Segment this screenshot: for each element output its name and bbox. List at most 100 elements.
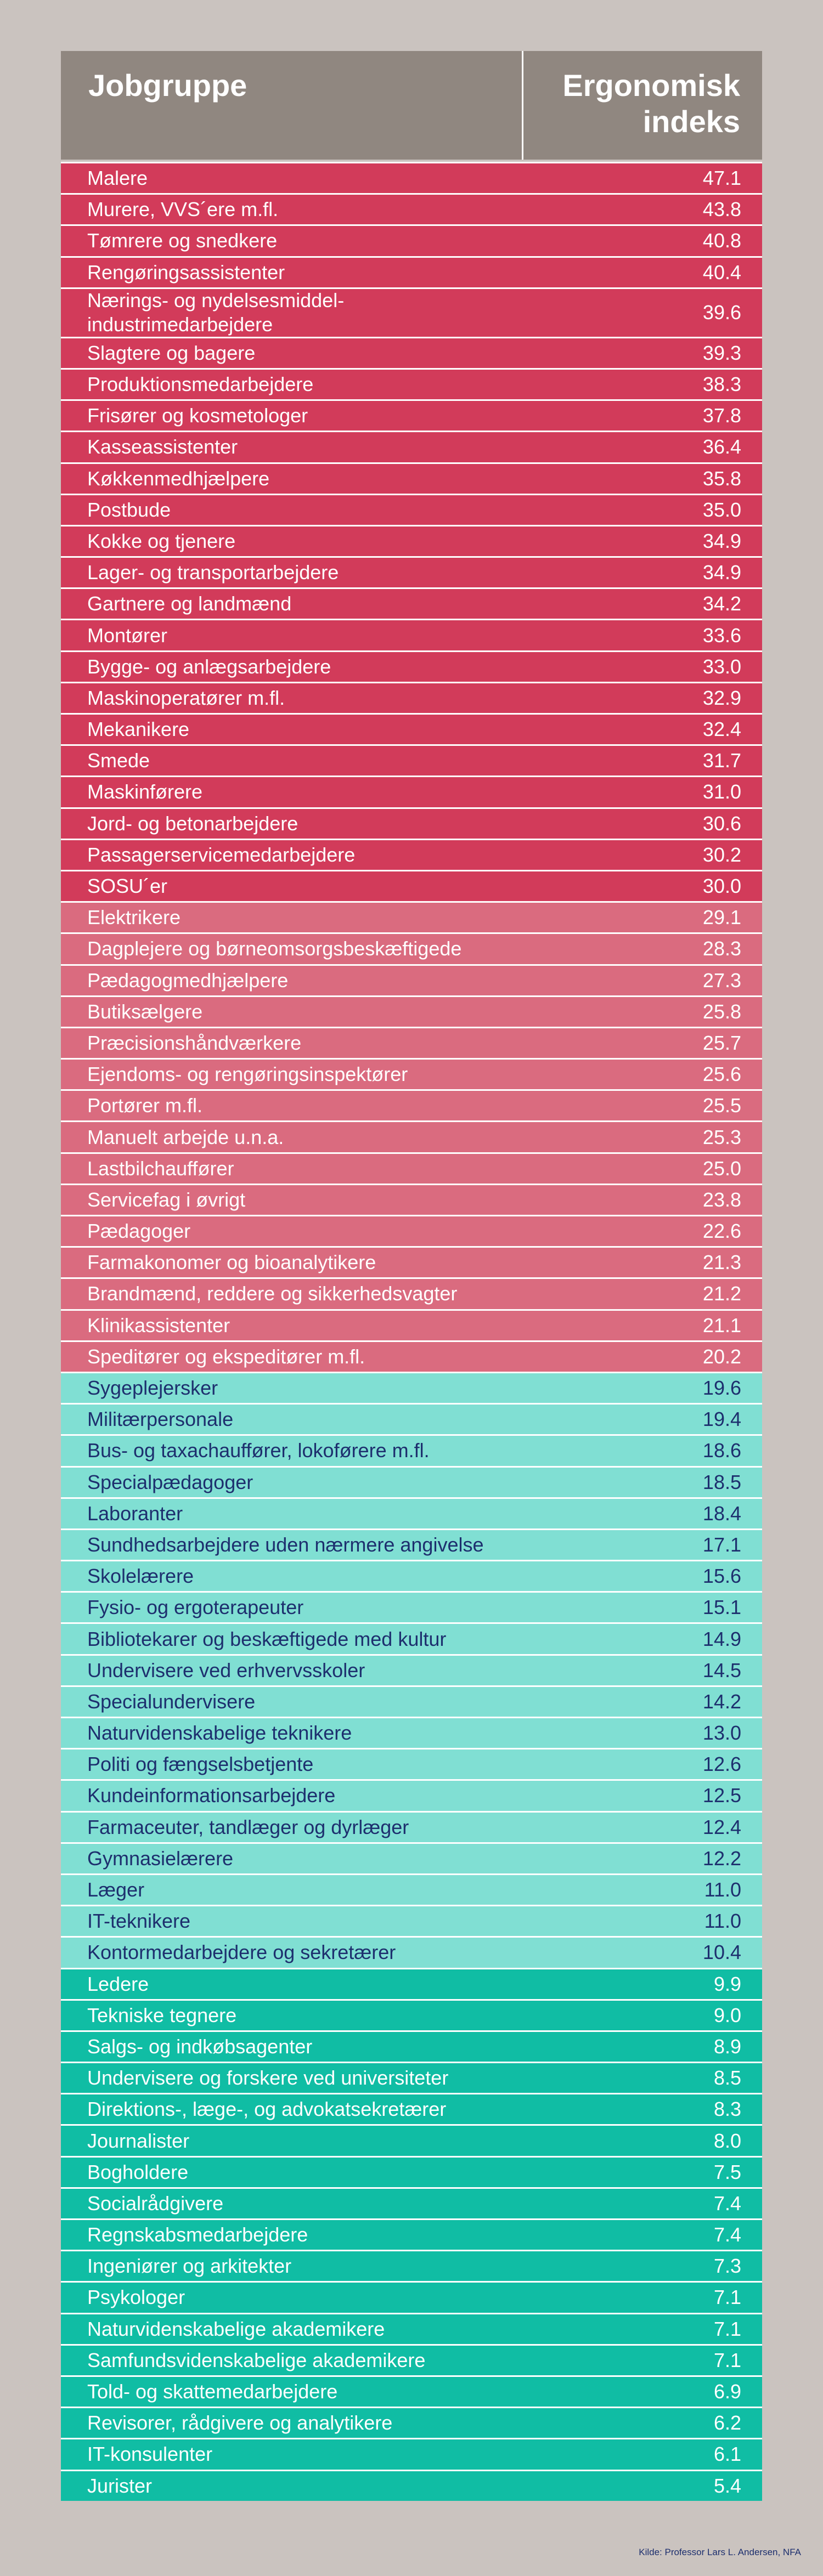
job-group-label: Speditører og ekspeditører m.fl. <box>87 1345 365 1368</box>
table-row: Lager- og transportarbejdere 34.9 <box>61 556 762 588</box>
table-row: Socialrådgivere 7.4 <box>61 2187 762 2218</box>
ergonomic-index-value: 31.7 <box>702 749 741 772</box>
job-group-label: Regnskabsmedarbejdere <box>87 2223 308 2246</box>
table-row: Laboranter 18.4 <box>61 1497 762 1528</box>
job-group-label: Bus- og taxachauffører, lokoførere m.fl. <box>87 1439 430 1462</box>
table-body: Malere 47.1 Murere, VVS´ere m.fl. 43.8 Tømre… <box>61 162 762 2501</box>
table-row: Militærpersonale 19.4 <box>61 1403 762 1435</box>
job-group-label: Manuelt arbejde u.n.a. <box>87 1125 284 1148</box>
table-row: Smede 31.7 <box>61 744 762 776</box>
table-row: Maskinførere 31.0 <box>61 775 762 807</box>
ergonomic-index-value: 21.1 <box>702 1314 741 1337</box>
table-row: Pædagoger 22.6 <box>61 1215 762 1247</box>
ergonomic-index-value: 18.6 <box>702 1439 741 1462</box>
table-row: Elektrikere 29.1 <box>61 901 762 933</box>
table-row: Portører m.fl. 25.5 <box>61 1089 762 1121</box>
ergonomic-index-value: 14.9 <box>702 1627 741 1650</box>
job-group-label: Maskinførere <box>87 780 203 803</box>
job-group-label: Sundhedsarbejdere uden nærmere angivelse <box>87 1533 484 1556</box>
table-row: Produktionsmedarbejdere 38.3 <box>61 367 762 400</box>
job-group-label: Journalister <box>87 2129 190 2152</box>
job-group-label: Lager- og transportarbejdere <box>87 561 339 584</box>
ergonomic-index-value: 25.5 <box>702 1094 741 1117</box>
job-group-label: Rengøringsassistenter <box>87 261 285 284</box>
ergonomic-index-value: 18.5 <box>702 1470 741 1493</box>
table-row: Manuelt arbejde u.n.a. 25.3 <box>61 1120 762 1152</box>
table-row: Bygge- og anlægsarbejdere 33.0 <box>61 650 762 682</box>
table-row: Farmakonomer og bioanalytikere 21.3 <box>61 1246 762 1278</box>
table-row: Malere 47.1 <box>61 162 762 194</box>
ergonomic-index-value: 21.2 <box>702 1282 741 1305</box>
job-group-label: Specialundervisere <box>87 1690 256 1713</box>
ergonomic-index-value: 28.3 <box>702 937 741 960</box>
job-group-label: Passagerservicemedarbejdere <box>87 843 356 866</box>
job-group-label: Sygeplejersker <box>87 1377 218 1400</box>
table-row: Kontormedarbejdere og sekretærer 10.4 <box>61 1936 762 1968</box>
table-row: Specialpædagoger 18.5 <box>61 1465 762 1497</box>
ergonomic-index-value: 31.0 <box>702 780 741 803</box>
job-group-label: Undervisere ved erhvervsskoler <box>87 1658 365 1682</box>
table-row: Samfundsvidenskabelige akademikere 7.1 <box>61 2343 762 2375</box>
table-row: Jurister 5.4 <box>61 2469 762 2501</box>
table-row: Kasseassistenter 36.4 <box>61 431 762 462</box>
table-row: Tømrere og snedkere 40.8 <box>61 224 762 256</box>
job-group-label: Salgs- og indkøbsagenter <box>87 2035 313 2058</box>
ergonomic-index-value: 7.4 <box>713 2192 741 2215</box>
ergonomic-index-value: 14.2 <box>702 1690 741 1713</box>
job-group-label: Montører <box>87 624 168 647</box>
job-group-label: Gymnasielærere <box>87 1847 234 1870</box>
table-row: Lastbilchauffører 25.0 <box>61 1152 762 1184</box>
job-group-label: Servicefag i øvrigt <box>87 1188 246 1211</box>
table-row: Køkkenmedhjælpere 35.8 <box>61 462 762 494</box>
job-group-label: Produktionsmedarbejdere <box>87 373 314 396</box>
ergonomic-index-value: 10.4 <box>702 1941 741 1964</box>
table-header: Jobgruppe Ergonomisk indeks <box>61 51 762 160</box>
job-group-label: Portører m.fl. <box>87 1094 203 1117</box>
ergonomic-index-value: 33.6 <box>702 624 741 647</box>
ergonomic-index-value: 11.0 <box>704 1878 741 1901</box>
ergonomic-index-value: 32.9 <box>702 686 741 709</box>
table-row: Sygeplejersker 19.6 <box>61 1371 762 1403</box>
ergonomic-index-table: Jobgruppe Ergonomisk indeks Malere 47.1 Mu… <box>61 51 762 2501</box>
job-group-label: Naturvidenskabelige akademikere <box>87 2317 385 2340</box>
job-group-label: Nærings- og nydelsesmiddel- industrimeda… <box>87 289 345 336</box>
table-row: Jord- og betonarbejdere 30.6 <box>61 807 762 839</box>
job-group-label: Lastbilchauffører <box>87 1157 234 1180</box>
ergonomic-index-value: 40.8 <box>702 229 741 252</box>
ergonomic-index-value: 19.4 <box>702 1408 741 1431</box>
ergonomic-index-value: 37.8 <box>702 404 741 427</box>
table-row: Specialundervisere 14.2 <box>61 1685 762 1717</box>
job-group-label: Farmakonomer og bioanalytikere <box>87 1251 376 1274</box>
table-row: Kokke og tjenere 34.9 <box>61 524 762 557</box>
ergonomic-index-value: 25.0 <box>702 1157 741 1180</box>
table-row: Politi og fængselsbetjente 12.6 <box>61 1748 762 1780</box>
ergonomic-index-value: 12.4 <box>702 1815 741 1838</box>
table-row: Pædagogmedhjælpere 27.3 <box>61 964 762 995</box>
table-row: Bus- og taxachauffører, lokoførere m.fl.… <box>61 1434 762 1466</box>
ergonomic-index-value: 23.8 <box>702 1188 741 1211</box>
job-group-label: Tømrere og snedkere <box>87 229 278 252</box>
ergonomic-index-value: 25.7 <box>702 1031 741 1054</box>
ergonomic-index-value: 29.1 <box>702 906 741 929</box>
job-group-label: Ingeniører og arkitekter <box>87 2255 292 2278</box>
table-row: Salgs- og indkøbsagenter 8.9 <box>61 2030 762 2062</box>
table-row: Naturvidenskabelige teknikere 13.0 <box>61 1717 762 1748</box>
job-group-label: Kasseassistenter <box>87 435 238 458</box>
ergonomic-index-value: 13.0 <box>702 1722 741 1745</box>
ergonomic-index-value: 7.1 <box>713 2286 741 2309</box>
table-row: Undervisere ved erhvervsskoler 14.5 <box>61 1654 762 1685</box>
ergonomic-index-value: 9.0 <box>713 2003 741 2026</box>
header-divider <box>522 51 523 160</box>
ergonomic-index-value: 25.8 <box>702 1000 741 1023</box>
ergonomic-index-value: 17.1 <box>702 1533 741 1556</box>
ergonomic-index-value: 39.3 <box>702 341 741 364</box>
job-group-label: Murere, VVS´ere m.fl. <box>87 198 279 221</box>
ergonomic-index-value: 7.3 <box>713 2255 741 2278</box>
table-row: Journalister 8.0 <box>61 2124 762 2156</box>
ergonomic-index-value: 36.4 <box>702 435 741 458</box>
ergonomic-index-value: 22.6 <box>702 1220 741 1243</box>
job-group-label: SOSU´er <box>87 875 168 898</box>
table-row: Ledere 9.9 <box>61 1967 762 1999</box>
ergonomic-index-value: 18.4 <box>702 1502 741 1525</box>
header-jobgruppe: Jobgruppe <box>88 68 247 103</box>
